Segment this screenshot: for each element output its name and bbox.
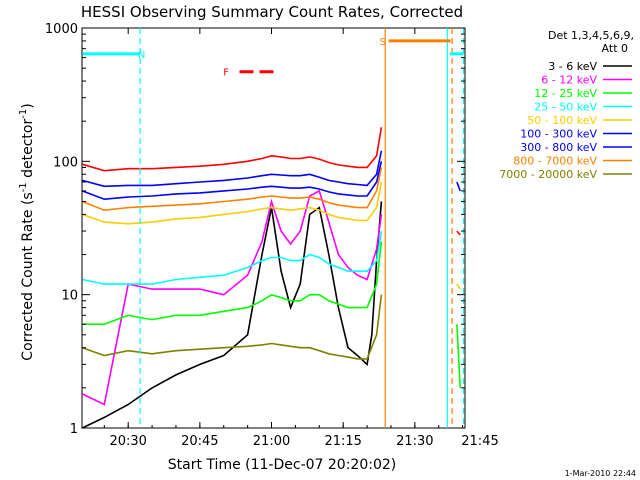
- series-line-band-3: [82, 230, 383, 285]
- series-line-red: [82, 127, 383, 172]
- series-line-tail-1: [456, 181, 461, 192]
- series-line-band-5: [82, 150, 383, 188]
- legend-header-attenuator: Att 0: [602, 42, 628, 55]
- chart-title: HESSI Observing Summary Count Rates, Cor…: [81, 3, 463, 21]
- legend-entry-label: 6 - 12 keV: [541, 74, 597, 87]
- series-line-band-2: [82, 241, 383, 325]
- y-tick-label: 100: [53, 155, 78, 170]
- legend-entry-label: 3 - 6 keV: [548, 60, 597, 73]
- x-tick-label: 21:15: [324, 434, 361, 449]
- annotation-label-F: F: [223, 68, 229, 79]
- y-tick-label: 10: [61, 289, 78, 304]
- y-axis-label-part2: detector: [20, 119, 36, 183]
- series-line-band-0: [81, 201, 383, 429]
- series-line-tail-2: [456, 283, 461, 290]
- annotation-label-S: S: [380, 37, 386, 48]
- plot-border: [81, 27, 466, 429]
- y-axis-label-part1: Corrected Count Rate (s: [20, 192, 36, 360]
- series-line-band-8: [82, 294, 383, 360]
- series-line-band-4: [82, 181, 383, 225]
- y-axis-label: Corrected Count Rate (s-1 detector-1): [18, 103, 36, 360]
- x-tick-label: 20:45: [181, 434, 218, 449]
- axis-layer: 20:30 20:45 21:00 21:15 21:30 21:45 1 10 100 1000: [45, 22, 499, 449]
- x-tick-label: 21:45: [461, 434, 498, 449]
- annotation-layer: N S F: [82, 28, 465, 428]
- x-tick-label: 20:30: [109, 434, 146, 449]
- x-tick-label: 21:30: [396, 434, 433, 449]
- legend-entry-label: 300 - 800 keV: [520, 141, 597, 154]
- annotation-label-N: N: [138, 50, 145, 61]
- series-layer: [81, 127, 461, 429]
- legend-header-detectors: Det 1,3,4,5,6,9,: [548, 29, 634, 42]
- y-axis-label-sup2: -1: [18, 109, 29, 119]
- legend-entry-label: 50 - 100 keV: [527, 114, 597, 127]
- plot-frame: [81, 27, 466, 429]
- legend-entry-label: 100 - 300 keV: [520, 128, 597, 141]
- y-axis-label-part3: ): [20, 103, 36, 108]
- legend-entry-label: 800 - 7000 keV: [513, 155, 597, 168]
- y-tick-label: 1: [70, 422, 78, 437]
- legend-entry-label: 25 - 50 keV: [534, 101, 597, 114]
- legend-entry-label: 7000 - 20000 keV: [499, 168, 597, 181]
- series-line-band-6: [82, 161, 383, 201]
- x-tick-label: 21:00: [253, 434, 290, 449]
- x-axis-label: Start Time (11-Dec-07 20:20:02): [168, 457, 396, 473]
- y-axis-label-sup1: -1: [18, 182, 29, 192]
- series-line-tail-3: [456, 324, 461, 388]
- series-line-tail-0: [456, 230, 461, 236]
- footer-date: 1-Mar-2010 22:44: [565, 469, 636, 478]
- y-tick-label: 1000: [45, 22, 78, 37]
- legend-entry-label: 12 - 25 keV: [534, 87, 597, 100]
- series-line-band-7: [82, 167, 383, 212]
